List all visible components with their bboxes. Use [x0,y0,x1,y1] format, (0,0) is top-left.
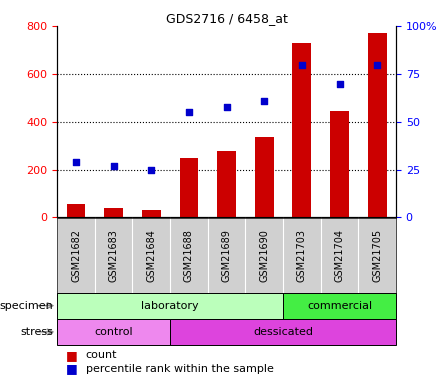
Point [261,98,268,104]
Point [374,62,381,68]
Bar [57,292,283,319]
Bar [255,137,274,218]
Bar [293,43,312,218]
Bar [180,158,198,218]
Bar [66,204,85,218]
Text: GSM21682: GSM21682 [71,229,81,282]
Bar [217,151,236,217]
Text: GSM21688: GSM21688 [184,229,194,282]
Text: specimen: specimen [0,301,53,310]
Text: stress: stress [20,327,53,337]
Text: ■: ■ [66,363,78,375]
Title: GDS2716 / 6458_at: GDS2716 / 6458_at [166,12,287,25]
Text: GSM21690: GSM21690 [259,229,269,282]
Text: ■: ■ [66,349,78,362]
Text: GSM21704: GSM21704 [334,229,345,282]
Text: commercial: commercial [307,301,372,310]
Point [110,163,117,169]
Text: count: count [86,351,117,360]
Point [148,166,155,172]
Text: GSM21683: GSM21683 [109,229,119,282]
Bar [104,209,123,218]
Text: dessicated: dessicated [253,327,313,337]
Text: laboratory: laboratory [141,301,199,310]
Bar [283,292,396,319]
Text: control: control [94,327,133,337]
Text: percentile rank within the sample: percentile rank within the sample [86,364,274,374]
Text: GSM21703: GSM21703 [297,229,307,282]
Point [223,104,230,110]
Text: GSM21684: GSM21684 [147,229,156,282]
Bar [170,319,396,345]
Text: GSM21705: GSM21705 [372,229,382,282]
Bar [57,319,170,345]
Point [73,159,80,165]
Point [298,62,305,68]
Text: GSM21689: GSM21689 [222,229,231,282]
Point [336,81,343,87]
Bar [330,111,349,218]
Point [185,110,192,116]
Bar [142,210,161,218]
Bar [368,33,387,218]
